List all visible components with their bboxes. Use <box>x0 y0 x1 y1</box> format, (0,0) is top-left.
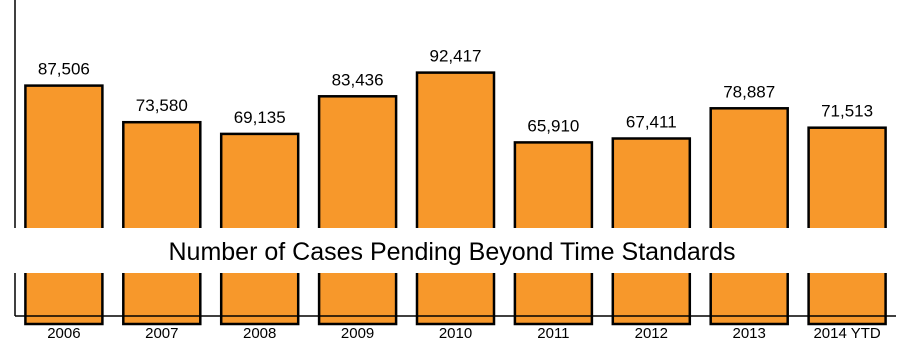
value-label: 83,436 <box>332 70 384 89</box>
title-band <box>0 228 903 273</box>
bar-2006 <box>24 84 104 326</box>
bar-2010 <box>415 71 496 326</box>
bar-2013 <box>709 107 789 326</box>
value-label: 92,417 <box>430 47 482 66</box>
x-tick-label: 2009 <box>341 325 374 342</box>
bar-2009 <box>317 95 398 326</box>
x-tick-label: 2010 <box>439 325 472 342</box>
x-tick-label: 2011 <box>537 325 569 342</box>
value-labels-group: 87,506 73,580 69,135 83,436 92,417 65,910 67,4… <box>38 47 873 136</box>
value-label: 67,411 <box>626 113 677 132</box>
value-label: 78,887 <box>723 82 775 101</box>
x-tick-label: 2012 <box>635 325 668 342</box>
x-tick-label: 2006 <box>47 325 80 342</box>
chart-title: Number of Cases Pending Beyond Time Stan… <box>169 238 736 266</box>
value-label: 65,910 <box>527 116 579 135</box>
value-label: 69,135 <box>234 108 286 127</box>
bar-2007 <box>122 120 202 326</box>
value-label: 87,506 <box>38 60 90 79</box>
x-tick-label: 2013 <box>733 325 766 342</box>
x-tick-label: 2008 <box>243 325 276 342</box>
x-tick-label: 2014 YTD <box>813 325 880 342</box>
x-tick-labels-group: 2006 2007 2008 2009 2010 2011 2012 2013 2014 YTD <box>47 325 881 342</box>
bar-2014-ytd <box>807 126 887 326</box>
value-label: 71,513 <box>821 102 873 121</box>
x-tick-label: 2007 <box>145 325 178 342</box>
value-label: 73,580 <box>136 96 188 115</box>
